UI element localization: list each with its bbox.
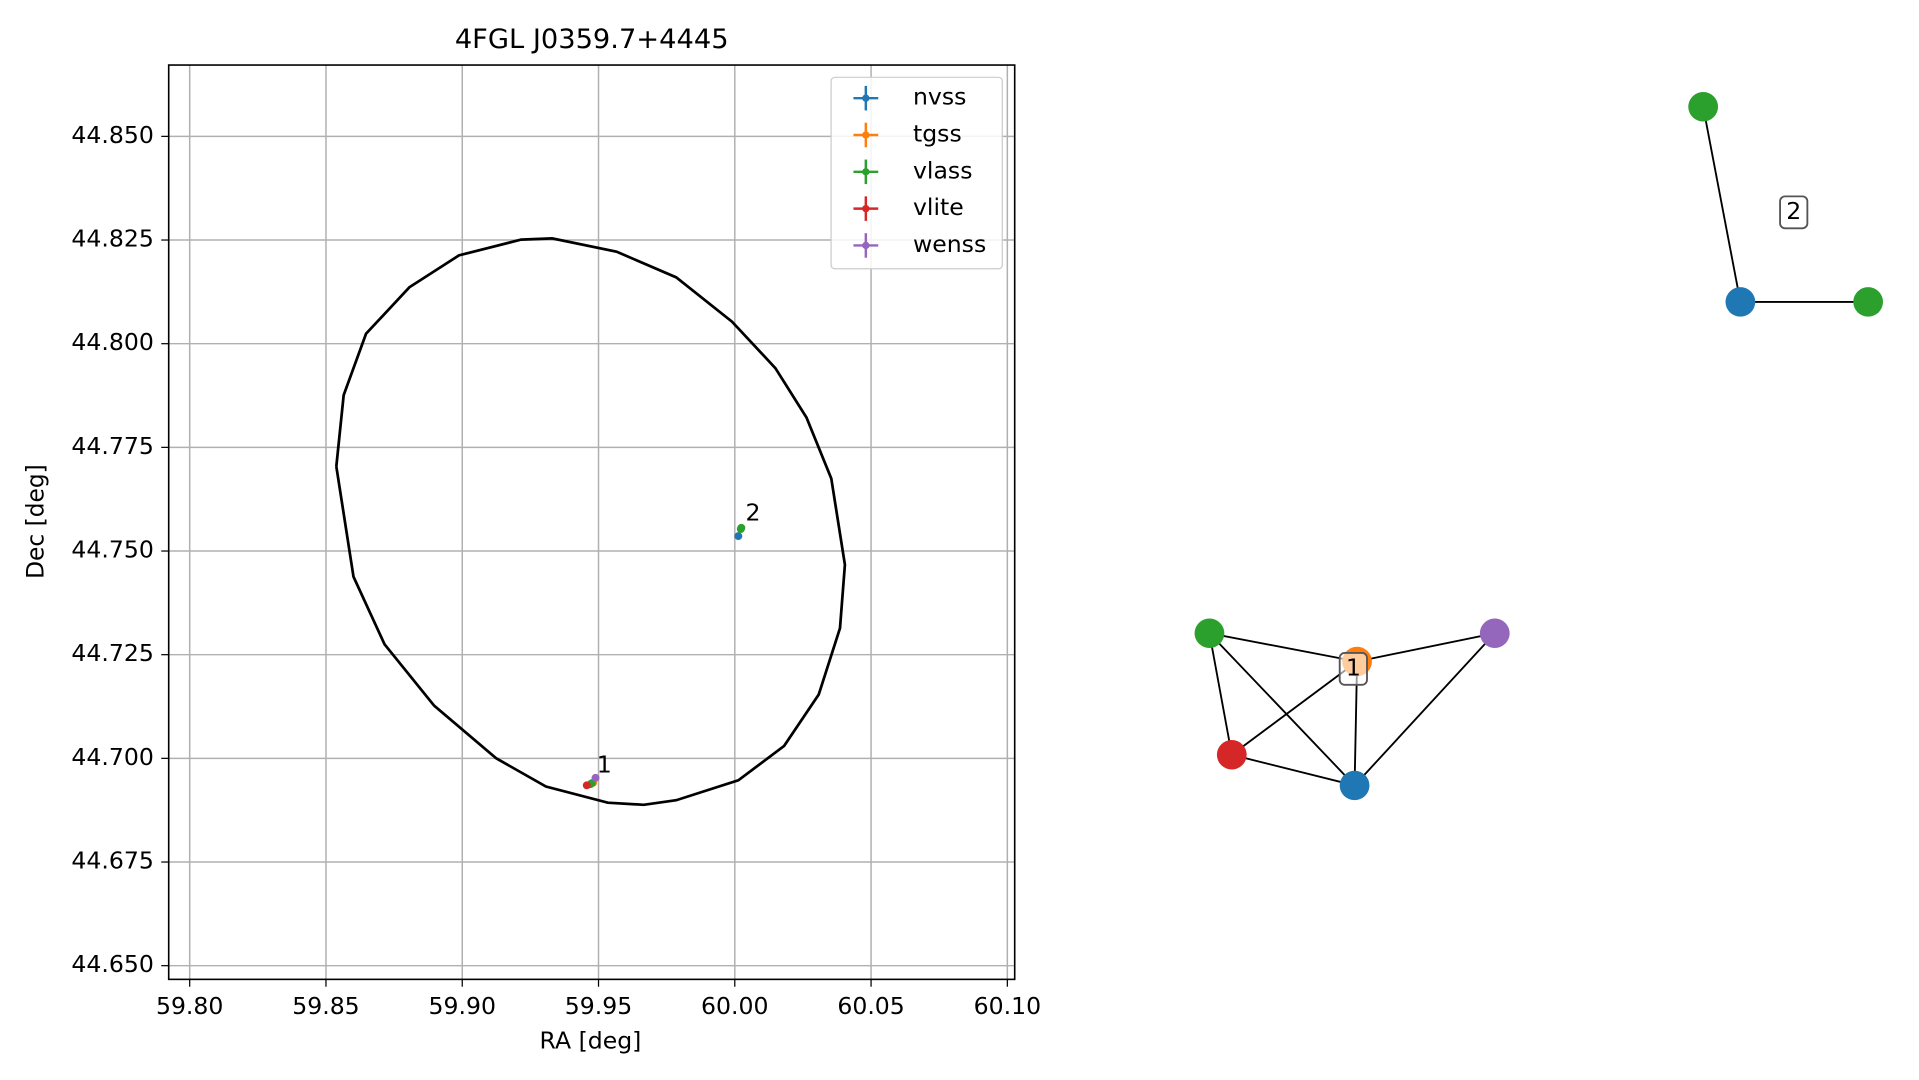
data-point	[582, 781, 591, 790]
y-tick-label: 44.725	[71, 639, 153, 667]
node	[1688, 92, 1719, 122]
node	[1216, 740, 1247, 770]
chart-title: 4FGL J0359.7+4445	[455, 24, 729, 55]
edge	[1208, 633, 1233, 755]
y-tick-label: 44.850	[71, 121, 153, 149]
y-tick-label: 44.675	[71, 847, 153, 875]
legend-marker	[862, 131, 870, 139]
x-tick-label: 59.95	[565, 992, 632, 1020]
edge	[1209, 632, 1358, 663]
group-label: 2	[1786, 197, 1801, 225]
y-tick-label: 44.775	[71, 432, 153, 460]
edge	[1231, 753, 1355, 787]
legend-marker	[862, 241, 870, 250]
data-point	[591, 773, 600, 782]
annotation: 2	[746, 499, 761, 527]
edge	[1353, 632, 1496, 787]
legend-marker	[862, 204, 870, 213]
legend-label: wenss	[913, 230, 986, 258]
x-tick-label: 60.05	[837, 992, 904, 1020]
edge	[1702, 106, 1742, 303]
annotation: 1	[597, 750, 612, 778]
node	[1479, 618, 1510, 648]
edge	[1208, 632, 1356, 787]
node	[1725, 287, 1756, 317]
legend-marker	[862, 168, 870, 176]
y-tick-label: 44.800	[71, 328, 153, 356]
x-axis-label: RA [deg]	[540, 1027, 642, 1055]
x-tick-label: 59.90	[429, 992, 496, 1020]
node	[1339, 770, 1370, 801]
legend-label: nvss	[913, 83, 966, 111]
y-tick-label: 44.825	[71, 225, 153, 253]
data-point	[734, 532, 743, 541]
y-tick-label: 44.700	[71, 743, 153, 771]
legend-marker	[862, 94, 870, 102]
x-tick-label: 60.10	[974, 992, 1041, 1020]
y-tick-label: 44.650	[71, 950, 153, 978]
y-tick-label: 44.750	[71, 536, 153, 564]
legend-label: tgss	[913, 120, 962, 148]
label-box	[1779, 195, 1809, 230]
axes-frame	[167, 64, 1016, 981]
error-ellipse	[334, 237, 847, 807]
node	[1194, 618, 1225, 648]
legend-box	[830, 76, 1003, 270]
x-tick-label: 59.85	[292, 992, 359, 1020]
legend-label: vlite	[913, 193, 964, 221]
group-label: 1	[1346, 653, 1361, 681]
x-tick-label: 60.00	[701, 992, 768, 1020]
legend-label: vlass	[913, 156, 972, 184]
node	[1853, 287, 1884, 317]
data-point	[737, 523, 746, 532]
edge	[1231, 660, 1358, 756]
label-box	[1338, 651, 1368, 686]
edge	[1356, 632, 1495, 663]
x-tick-label: 59.80	[156, 992, 223, 1020]
y-axis-label: Dec [deg]	[22, 464, 50, 579]
